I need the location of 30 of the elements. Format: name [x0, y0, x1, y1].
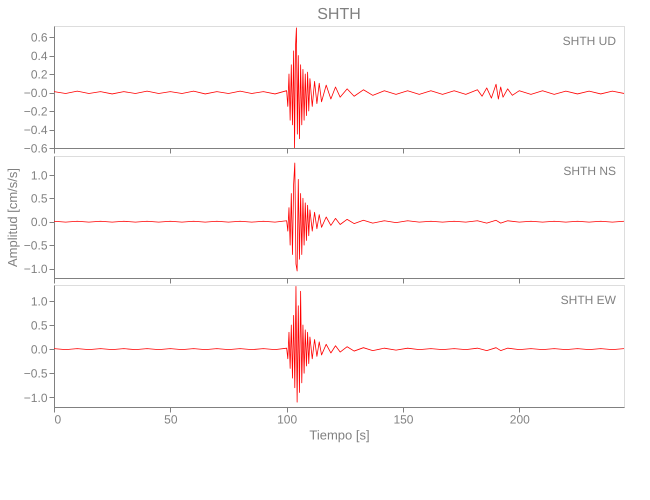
y-tick-label: −0.4 [24, 123, 48, 138]
annotation: SHTH EW [560, 293, 617, 307]
y-tick-label: 0.2 [30, 68, 48, 82]
y-tick-label: −1.0 [24, 390, 48, 405]
line-series [54, 162, 624, 272]
y-tick-label: −0.6 [24, 142, 48, 156]
y-tick-label: 0.4 [30, 49, 48, 64]
y-tick-label: −0.5 [24, 238, 48, 253]
y-tick-label: −0.0 [24, 86, 48, 100]
y-tick-label: 0.5 [30, 318, 48, 333]
y-tick-label: 0.5 [30, 192, 48, 206]
chart-title: SHTH [317, 6, 361, 23]
y-tick-label: 1.0 [30, 294, 48, 308]
y-tick-label: −1.0 [24, 262, 48, 276]
x-tick-label: 100 [277, 412, 298, 426]
y-tick-label: 0.0 [30, 215, 48, 230]
x-tick-label: 200 [510, 412, 530, 426]
x-tick-label: 0 [54, 412, 62, 426]
y-tick-label: −0.2 [24, 104, 48, 119]
x-tick-label: 150 [393, 412, 414, 426]
y-tick-label: 1.0 [30, 168, 48, 182]
y-tick-label: 0.0 [30, 342, 48, 357]
y-tick-label: −0.5 [24, 366, 48, 381]
line-series [54, 286, 624, 403]
x-tick-label: 50 [164, 412, 178, 426]
y-axis-title: Amplitud [cm/s/s] [4, 168, 20, 267]
y-tick-label: 0.6 [30, 30, 48, 45]
annotation: SHTH NS [563, 164, 616, 178]
annotation: SHTH UD [562, 34, 616, 48]
x-axis-title: Tiempo [s] [309, 428, 370, 442]
